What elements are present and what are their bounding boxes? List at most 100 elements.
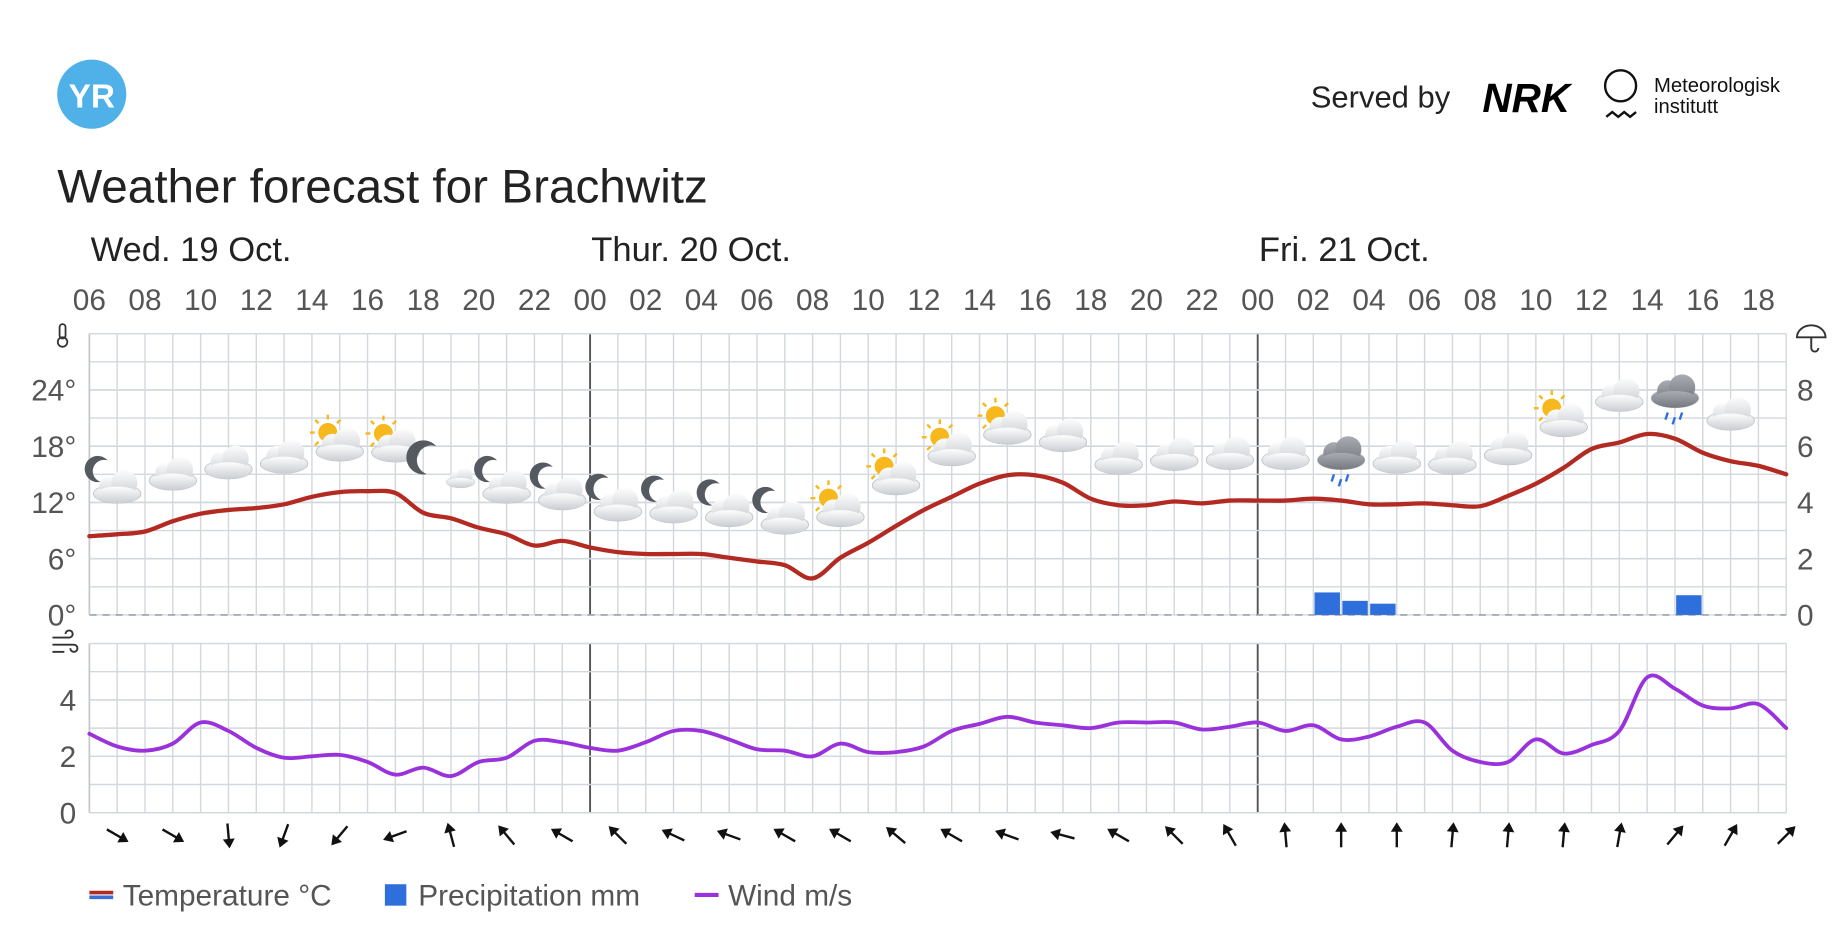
cloud <box>1596 394 1642 412</box>
weather-icon <box>529 462 587 511</box>
wind-arrow-head <box>383 830 395 843</box>
cloud <box>261 456 307 474</box>
y-tick-label: 0° <box>48 600 76 633</box>
x-tick-label: 20 <box>1130 284 1163 317</box>
rain-drop <box>1344 473 1350 482</box>
sun-ray <box>815 484 821 490</box>
wind-arrow-head <box>277 836 289 848</box>
wind-arrow <box>608 826 628 845</box>
yr-logo[interactable]: YR <box>57 59 127 129</box>
sun-ray <box>870 474 876 480</box>
y-tick-label: 6° <box>48 543 76 576</box>
rain-drop <box>1330 473 1336 482</box>
served-by: Served by <box>1311 79 1451 114</box>
wind-arrow <box>1164 826 1184 845</box>
wind-arrow-head <box>608 826 620 838</box>
x-tick-label: 06 <box>740 284 773 317</box>
wind-arrow-head <box>1784 826 1796 838</box>
weather-icon <box>1428 440 1477 475</box>
x-tick-label: 16 <box>1019 284 1052 317</box>
wind-arrow-head <box>773 828 785 839</box>
x-tick-label: 08 <box>128 284 161 317</box>
y-tick-label: 18° <box>31 431 76 464</box>
x-tick-label: 02 <box>629 284 662 317</box>
day-label: Wed. 19 Oct. <box>91 231 292 269</box>
cloud <box>1262 452 1309 470</box>
weather-icon <box>921 419 976 467</box>
wind-arrow-head <box>995 828 1007 840</box>
sun-ray <box>1003 402 1009 408</box>
y2-tick-label: 2 <box>1797 543 1814 576</box>
rain-drop <box>1337 478 1343 487</box>
cloud <box>317 444 363 462</box>
weather-icon <box>866 448 921 496</box>
wind-arrow-head <box>886 826 898 838</box>
cloud <box>1541 420 1587 437</box>
cloud <box>483 486 530 504</box>
wind-arrow <box>940 828 963 843</box>
umbrella-icon <box>1795 324 1827 353</box>
wind-arrow-head <box>1502 822 1515 833</box>
sun-ray <box>369 441 376 447</box>
sun-ray <box>815 506 821 512</box>
x-tick-label: 14 <box>1631 284 1664 317</box>
wind-arrow <box>773 828 796 843</box>
x-tick-label: 06 <box>73 284 106 317</box>
wind-arrow <box>383 830 407 843</box>
cloud <box>1318 452 1364 470</box>
x-tick-label: 12 <box>1575 284 1608 317</box>
logo-text: YR <box>69 78 115 115</box>
weather-icon <box>148 456 198 491</box>
wind-arrow <box>886 826 906 844</box>
weather-icon <box>1706 396 1755 431</box>
y2-tick-label: 6 <box>1797 431 1814 464</box>
wind-arrow <box>1776 826 1796 845</box>
weather-icon <box>1316 436 1366 487</box>
wind-arrow-head <box>1390 822 1403 832</box>
wind-arrow <box>829 828 852 843</box>
cloud <box>595 504 641 522</box>
wind-arrow <box>661 828 685 842</box>
weather-icon <box>1038 418 1088 453</box>
sun-ray <box>369 419 376 426</box>
cloud <box>446 477 475 488</box>
wind-arrow <box>1050 828 1075 841</box>
cloud <box>1485 448 1531 465</box>
x-tick-label: 04 <box>685 284 718 317</box>
x-tick-label: 08 <box>796 284 829 317</box>
wind-arrow <box>161 828 185 843</box>
moon <box>696 479 720 506</box>
y-tick-label: 12° <box>31 487 76 520</box>
sun-ray <box>391 419 397 426</box>
x-tick-label: 18 <box>1074 284 1107 317</box>
wind-arrow <box>1279 822 1292 848</box>
precipitation-bar <box>1314 592 1340 615</box>
institute-name: Meteorologisk <box>1654 75 1781 97</box>
wind-arrow-head <box>1446 822 1459 833</box>
y2-tick-label: 4 <box>1797 487 1814 520</box>
weather-icon <box>752 486 809 535</box>
institute-name: institutt <box>1654 96 1719 118</box>
wind-arrow <box>106 828 129 843</box>
weather-icon <box>641 475 698 524</box>
wind-arrow-head <box>331 834 342 846</box>
day-label: Fri. 21 Oct. <box>1259 231 1430 269</box>
cloud <box>817 510 864 527</box>
wind-arrow <box>1558 822 1570 848</box>
thermometer-icon <box>56 323 69 348</box>
cloud <box>1040 435 1086 452</box>
cloud <box>1429 457 1476 475</box>
partner-logo[interactable]: NRK <box>1482 75 1572 121</box>
sun-ray <box>948 423 954 429</box>
y2-tick-label: 0 <box>1797 600 1814 633</box>
wind-arrow-head <box>1222 824 1234 836</box>
cloud <box>94 486 140 504</box>
x-tick-label: 06 <box>1408 284 1441 317</box>
wind-arrow <box>331 825 349 846</box>
x-tick-label: 18 <box>1742 284 1775 317</box>
y-tick-label: 0 <box>60 797 77 830</box>
x-tick-label: 10 <box>1519 284 1552 317</box>
wind-arrow <box>1723 824 1738 847</box>
